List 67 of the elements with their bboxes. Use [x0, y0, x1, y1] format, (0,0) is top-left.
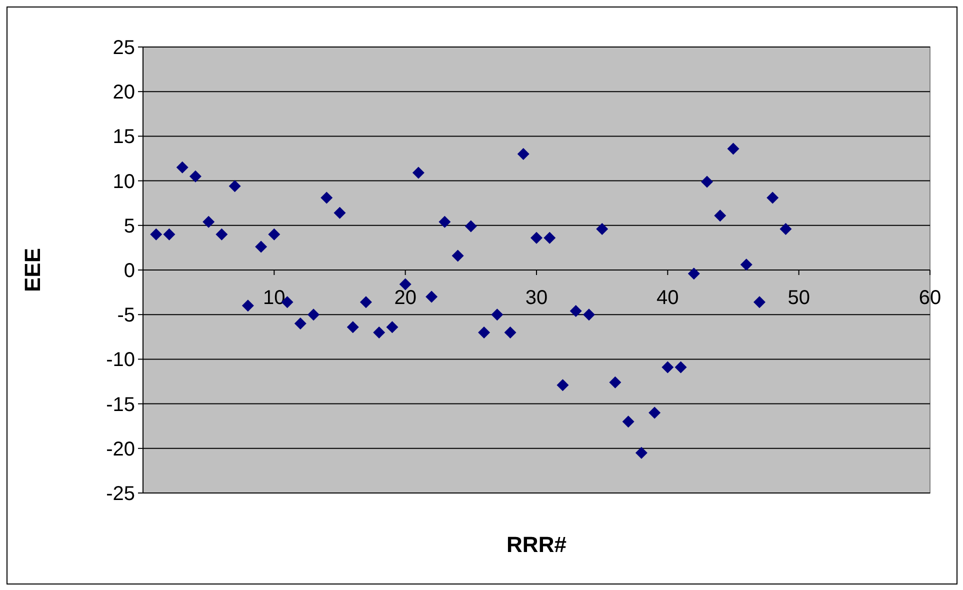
x-tick-label: 50	[788, 287, 810, 309]
x-tick-label: 40	[656, 287, 679, 309]
point	[688, 268, 700, 280]
y-axis-title: EEE	[20, 248, 45, 292]
point	[530, 232, 542, 244]
point	[491, 308, 504, 321]
point	[504, 326, 516, 338]
point	[294, 318, 306, 330]
point	[648, 406, 661, 419]
point	[452, 250, 464, 262]
point	[674, 361, 687, 374]
point	[320, 192, 333, 204]
point	[780, 222, 792, 235]
point	[308, 308, 320, 321]
point	[464, 220, 477, 232]
y-tick-label: 20	[112, 82, 135, 104]
y-tick-label: 25	[112, 37, 135, 59]
point	[622, 416, 634, 428]
point	[570, 305, 582, 318]
point	[438, 216, 451, 228]
point	[544, 232, 556, 244]
y-tick-label: 10	[112, 170, 135, 193]
point	[242, 300, 254, 312]
point	[189, 170, 202, 182]
point	[426, 290, 438, 303]
y-tick-label: 0	[124, 260, 135, 282]
point	[176, 161, 188, 174]
y-tick-label: -20	[106, 438, 135, 460]
point	[766, 192, 779, 204]
point	[478, 326, 490, 338]
point	[255, 240, 268, 253]
point	[609, 376, 622, 388]
x-tick-label: 20	[394, 287, 416, 309]
point	[346, 321, 359, 334]
point	[334, 206, 346, 219]
point	[714, 210, 726, 222]
point	[740, 258, 752, 271]
y-tick-label: -10	[106, 349, 135, 372]
point	[386, 321, 398, 334]
point	[373, 326, 386, 338]
y-tick-label: -5	[117, 304, 135, 327]
x-tick-label: 10	[263, 287, 286, 309]
point	[268, 228, 280, 240]
x-axis-title: RRR#	[506, 532, 566, 557]
point	[412, 166, 424, 179]
point	[216, 228, 228, 240]
point	[360, 296, 372, 308]
point	[228, 180, 241, 192]
point	[727, 142, 740, 155]
y-tick-label: 15	[112, 126, 135, 148]
point	[202, 216, 215, 228]
point	[399, 278, 412, 290]
point	[517, 148, 530, 160]
x-tick-label: 30	[525, 287, 548, 309]
y-tick-label: -25	[106, 483, 135, 505]
x-tick-label: 60	[918, 287, 942, 309]
point	[150, 228, 162, 240]
point	[635, 446, 648, 459]
point	[556, 379, 569, 392]
y-tick-label: 5	[124, 215, 135, 238]
point	[596, 222, 608, 235]
y-tick-label: -15	[106, 394, 135, 416]
point	[753, 296, 766, 308]
point	[701, 176, 714, 188]
point	[582, 308, 595, 321]
point	[163, 228, 176, 240]
point	[662, 361, 674, 374]
